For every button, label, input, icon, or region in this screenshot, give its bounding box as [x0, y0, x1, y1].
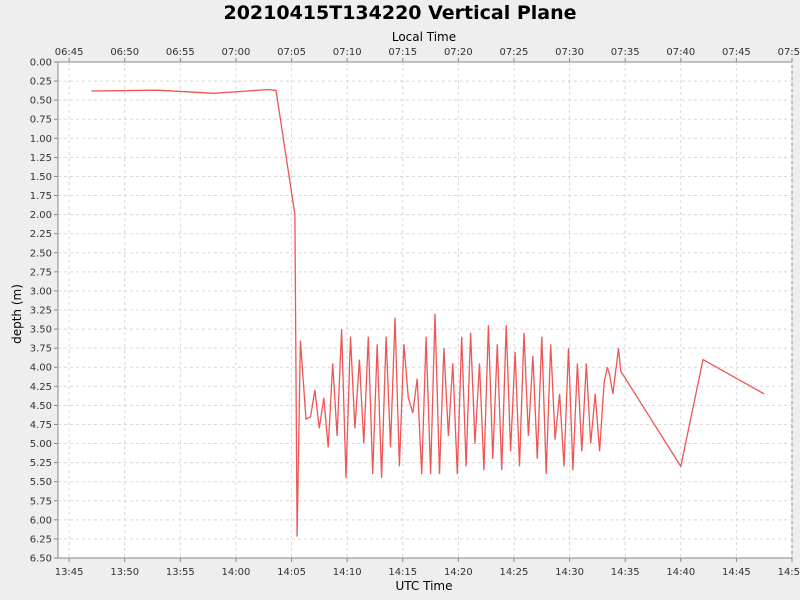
chart-title: 20210415T134220 Vertical Plane: [223, 2, 576, 24]
y-tick-label: 2.50: [30, 248, 52, 259]
y-tick-label: 5.00: [30, 439, 52, 450]
y-tick-label: 4.50: [30, 401, 52, 412]
x-axis-title: UTC Time: [396, 579, 453, 593]
y-tick-label: 1.50: [30, 172, 52, 183]
y-tick-label: 2.00: [30, 210, 52, 221]
top-axis-title: Local Time: [392, 30, 456, 44]
y-tick-label: 5.50: [30, 477, 52, 488]
y-tick-label: 1.25: [30, 153, 52, 164]
y-tick-label: 2.25: [30, 229, 52, 240]
top-tick-label: 06:45: [55, 47, 84, 58]
top-tick-label: 07:05: [277, 47, 306, 58]
top-tick-label: 07:20: [444, 47, 473, 58]
top-tick-label: 07:25: [500, 47, 529, 58]
y-tick-label: 3.25: [30, 306, 52, 317]
top-tick-label: 07:40: [666, 47, 695, 58]
y-tick-label: 5.25: [30, 458, 52, 469]
y-axis-title: depth (m): [10, 284, 24, 344]
y-tick-label: 3.50: [30, 325, 52, 336]
x-axis: 13:45 13:50 13:55 14:00 14:05 14:10 14:15 14:20…: [55, 558, 800, 578]
top-tick-label: 07:10: [333, 47, 362, 58]
top-tick-label: 07:30: [555, 47, 584, 58]
top-tick-label: 07:45: [722, 47, 751, 58]
x-tick-label: 13:55: [166, 567, 195, 578]
y-tick-label: 0.25: [30, 77, 52, 88]
x-tick-label: 13:45: [55, 567, 84, 578]
top-tick-label: 06:55: [166, 47, 195, 58]
top-tick-label: 06:50: [110, 47, 139, 58]
top-tick-label: 07:00: [222, 47, 251, 58]
y-tick-label: 1.75: [30, 191, 52, 202]
top-axis: 06:45 06:50 06:55 07:00 07:05 07:10 07:15 07:20…: [55, 47, 800, 62]
y-tick-label: 4.25: [30, 382, 52, 393]
y-tick-label: 0.75: [30, 115, 52, 126]
y-tick-label: 4.75: [30, 420, 52, 431]
y-tick-label: 6.00: [30, 515, 52, 526]
x-tick-label: 14:15: [388, 567, 417, 578]
y-tick-label: 2.75: [30, 267, 52, 278]
x-tick-label: 14:05: [277, 567, 306, 578]
x-tick-label: 14:40: [666, 567, 695, 578]
x-tick-label: 14:20: [444, 567, 473, 578]
x-tick-label: 14:45: [722, 567, 751, 578]
y-axis: 0.00 0.25 0.50 0.75 1.00 1.25 1.50 1.75 2.00 2.25…: [30, 58, 58, 565]
x-tick-label: 14:10: [333, 567, 362, 578]
top-tick-label: 07:50: [778, 47, 800, 58]
x-tick-label: 14:50: [778, 567, 800, 578]
x-tick-label: 13:50: [110, 567, 139, 578]
y-tick-label: 3.00: [30, 286, 52, 297]
x-tick-label: 14:30: [555, 567, 584, 578]
x-tick-label: 14:35: [611, 567, 640, 578]
y-tick-label: 0.50: [30, 96, 52, 107]
y-tick-label: 6.25: [30, 534, 52, 545]
y-tick-label: 4.00: [30, 363, 52, 374]
top-tick-label: 07:35: [611, 47, 640, 58]
y-tick-label: 3.75: [30, 344, 52, 355]
series-line: [91, 88, 765, 537]
y-tick-label: 6.50: [30, 554, 52, 565]
x-tick-label: 14:00: [222, 567, 251, 578]
grid: [58, 62, 793, 558]
top-tick-label: 07:15: [388, 47, 417, 58]
x-tick-label: 14:25: [500, 567, 529, 578]
y-tick-label: 1.00: [30, 134, 52, 145]
y-tick-label: 0.00: [30, 58, 52, 69]
y-tick-label: 5.75: [30, 496, 52, 507]
